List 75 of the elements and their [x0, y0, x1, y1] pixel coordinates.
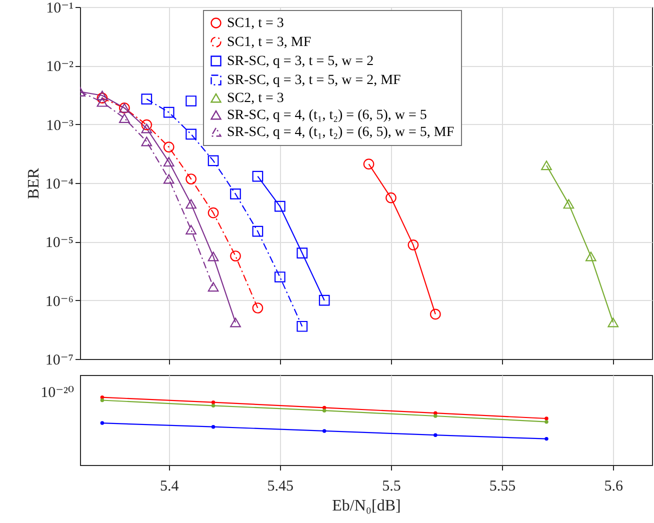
point [386, 192, 396, 204]
x-tick-label: 5.45 [267, 478, 294, 494]
point [186, 199, 196, 209]
y-tick-label: 10⁻³ [46, 118, 74, 134]
point [274, 272, 286, 282]
point [544, 436, 548, 441]
point [208, 207, 219, 218]
point [585, 252, 596, 262]
point [163, 174, 174, 184]
x-tick-label: 5.6 [604, 478, 624, 494]
y-tick-label: 10⁻⁶ [45, 294, 74, 310]
legend-label: SR-SC, q = 3, t = 5, w = 2 [227, 54, 374, 69]
point [163, 106, 174, 118]
point [230, 318, 241, 328]
legend-label: SR-SC, q = 4, (t₁, t₂) = (6, 5), w = 5 [227, 108, 427, 123]
point [434, 433, 438, 437]
point [163, 157, 174, 167]
point [208, 155, 219, 166]
point [96, 97, 108, 107]
point [186, 96, 196, 106]
point [141, 136, 152, 146]
point [230, 250, 241, 262]
point [608, 318, 619, 328]
point [100, 421, 104, 425]
y-tick-label: 10⁻¹ [46, 0, 74, 16]
point [211, 400, 216, 404]
point [252, 170, 264, 182]
point [544, 420, 548, 424]
point [430, 308, 441, 320]
point [274, 200, 286, 212]
y-tick-label: 10⁻⁵ [45, 235, 74, 252]
point [211, 404, 216, 408]
point [186, 128, 196, 140]
point [363, 158, 374, 170]
point [322, 429, 326, 433]
legend-label: SR-SC, q = 4, (t₁, t₂) = (6, 5), w = 5, MF [227, 125, 454, 140]
point [408, 240, 419, 250]
point [252, 226, 264, 237]
text: 10⁻²⁰ [40, 385, 74, 401]
point [96, 90, 108, 100]
x-axis-title: Eb/N₀[dB] [332, 498, 401, 514]
y-tick-label: 10⁻⁷ [45, 352, 74, 368]
point [141, 124, 152, 134]
point [141, 119, 152, 130]
point [322, 408, 326, 412]
point [208, 252, 219, 262]
x-tick-label: 5.5 [382, 478, 401, 494]
point [434, 414, 438, 418]
point [296, 248, 308, 258]
point [296, 320, 308, 332]
point [100, 398, 104, 402]
point [186, 224, 196, 234]
point [119, 113, 130, 124]
y-axis-title: BER [25, 168, 42, 200]
point [230, 188, 241, 200]
point [544, 416, 548, 420]
point [186, 174, 196, 184]
y-tick-label: 10⁻² [46, 59, 74, 76]
legend-label: SC1, t = 3, MF [227, 35, 312, 50]
point [211, 424, 216, 429]
point [100, 395, 104, 400]
legend-label: SR-SC, q = 3, t = 5, w = 2, MF [227, 73, 402, 88]
point [563, 199, 574, 209]
point [96, 92, 108, 104]
legend-label: SC1, t = 3 [227, 16, 284, 31]
point [252, 302, 264, 314]
point [141, 94, 152, 104]
point [208, 282, 219, 292]
x-tick-label: 5.4 [160, 478, 180, 494]
point [163, 142, 174, 152]
y-tick-label: 10⁻⁴ [45, 176, 74, 192]
x-tick-label: 5.55 [489, 478, 516, 494]
legend-label: SC2, t = 3 [227, 91, 284, 106]
point [541, 160, 552, 170]
point [318, 294, 330, 306]
